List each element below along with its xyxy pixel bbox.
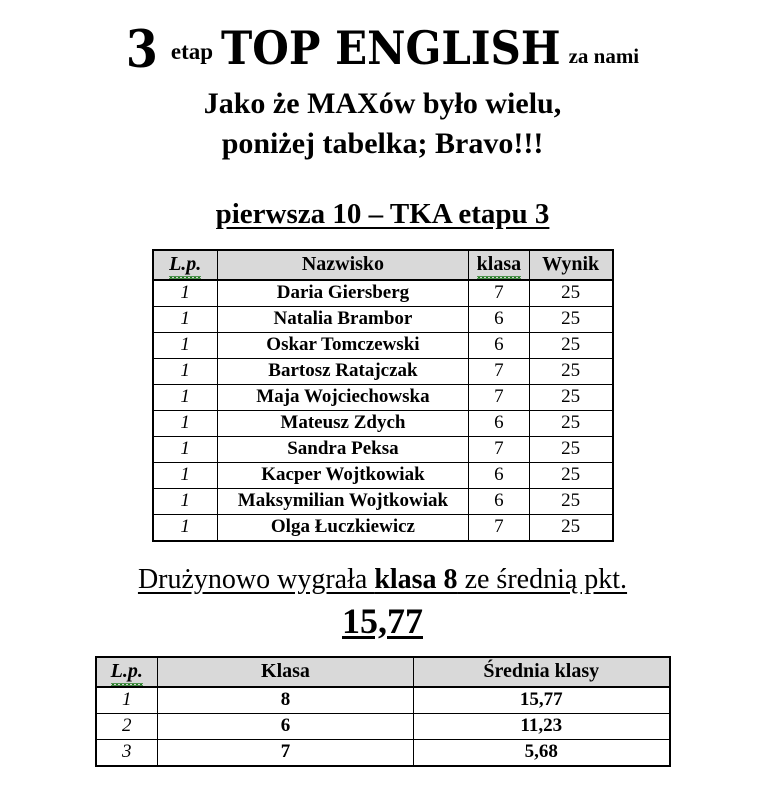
stage-word: etap [170,39,214,64]
lp-header-text: L.p. [169,253,202,280]
top10-table: L.p. Nazwisko klasa Wynik 1 Daria Giersb… [151,248,614,542]
cell-nazwisko: Maja Wojciechowska [216,383,470,411]
class-averages-table-container: L.p. Klasa Średnia klasy 1 8 15,77 2 6 1… [94,655,671,767]
table-row: 1 Bartosz Ratajczak 7 25 [152,357,614,385]
cell-lp: 1 [152,409,218,437]
cell-lp: 3 [95,738,158,767]
table-header-row: L.p. Nazwisko klasa Wynik [152,249,614,281]
cell-lp: 1 [152,487,218,515]
cell-wynik: 25 [528,461,614,489]
cell-wynik: 25 [528,487,614,515]
subtitle-line-2: poniżej tabelka; Bravo!!! [221,126,544,160]
table-row: 1 8 15,77 [95,686,671,714]
cell-wynik: 25 [528,383,614,411]
team-average-text: 15,77 [342,600,423,641]
cell-klasa: 6 [468,409,530,437]
cell-lp: 1 [152,435,218,463]
cell-lp: 1 [152,305,218,333]
cell-klasa: 6 [468,305,530,333]
table-row: 1 Natalia Brambor 6 25 [152,305,614,333]
cell-srednia: 15,77 [412,686,671,714]
table-row: 1 Maksymilian Wojtkowiak 6 25 [152,487,614,515]
lp-header-text: L.p. [110,660,144,687]
cell-nazwisko: Sandra Peksa [216,435,470,463]
column-header-lp: L.p. [152,249,218,281]
cell-klasa: 7 [468,513,530,542]
table-row: 2 6 11,23 [95,712,671,740]
title-tail: za nami [568,44,640,68]
table-row: 3 7 5,68 [95,738,671,767]
event-name: TOP ENGLISH [221,22,561,75]
cell-lp: 1 [152,331,218,359]
cell-wynik: 25 [528,305,614,333]
cell-wynik: 25 [528,331,614,359]
table-row: 1 Sandra Peksa 7 25 [152,435,614,463]
column-header-klasa: klasa [468,249,530,281]
cell-klasa: 7 [156,738,414,767]
cell-wynik: 25 [528,409,614,437]
table-row: 1 Olga Łuczkiewicz 7 25 [152,513,614,542]
cell-nazwisko: Bartosz Ratajczak [216,357,470,385]
cell-nazwisko: Natalia Brambor [216,305,470,333]
cell-lp: 1 [152,357,218,385]
class-averages-table: L.p. Klasa Średnia klasy 1 8 15,77 2 6 1… [94,655,671,767]
top10-table-container: L.p. Nazwisko klasa Wynik 1 Daria Giersb… [151,248,614,542]
column-header-lp: L.p. [95,656,158,688]
cell-srednia: 5,68 [412,738,671,767]
cell-nazwisko: Kacper Wojtkowiak [216,461,470,489]
cell-nazwisko: Olga Łuczkiewicz [216,513,470,542]
cell-nazwisko: Daria Giersberg [216,279,470,307]
table-header-row: L.p. Klasa Średnia klasy [95,656,671,688]
table-row: 1 Oskar Tomczewski 6 25 [152,331,614,359]
cell-lp: 1 [152,383,218,411]
team-average-value: 15,77 [0,600,765,642]
table-row: 1 Maja Wojciechowska 7 25 [152,383,614,411]
cell-klasa: 7 [468,435,530,463]
column-header-srednia-klasy: Średnia klasy [412,656,671,688]
cell-srednia: 11,23 [412,712,671,740]
cell-nazwisko: Maksymilian Wojtkowiak [216,487,470,515]
cell-klasa: 7 [468,383,530,411]
team-result-suffix: ze średnią pkt. [457,563,628,595]
column-header-nazwisko: Nazwisko [216,249,470,281]
cell-wynik: 25 [528,513,614,542]
top10-heading-text: pierwsza 10 – TKA etapu 3 [215,197,550,230]
cell-lp: 1 [152,461,218,489]
stage-number: 3 [125,18,158,80]
column-header-klasa: Klasa [156,656,414,688]
cell-klasa: 7 [468,279,530,307]
team-result-winner: klasa 8 [374,563,458,595]
cell-lp: 1 [152,279,218,307]
top10-table-body: 1 Daria Giersberg 7 25 1 Natalia Brambor… [152,279,614,542]
cell-klasa: 7 [468,357,530,385]
class-averages-table-body: 1 8 15,77 2 6 11,23 3 7 5,68 [95,686,671,767]
subtitle-line-1: Jako że MAXów było wielu, [203,87,562,120]
cell-lp: 1 [95,686,158,714]
top10-heading: pierwsza 10 – TKA etapu 3 [0,198,765,231]
table-row: 1 Daria Giersberg 7 25 [152,279,614,307]
cell-lp: 1 [152,513,218,542]
cell-klasa: 8 [156,686,414,714]
cell-wynik: 25 [528,357,614,385]
table-row: 1 Kacper Wojtkowiak 6 25 [152,461,614,489]
team-result-line: Drużynowo wygrała klasa 8 ze średnią pkt… [0,564,765,596]
cell-klasa: 6 [468,331,530,359]
table-row: 1 Mateusz Zdych 6 25 [152,409,614,437]
cell-klasa: 6 [156,712,414,740]
cell-wynik: 25 [528,279,614,307]
cell-klasa: 6 [468,461,530,489]
team-result-prefix: Drużynowo wygrała [137,563,375,595]
column-header-wynik: Wynik [528,249,614,281]
cell-nazwisko: Oskar Tomczewski [216,331,470,359]
cell-nazwisko: Mateusz Zdych [216,409,470,437]
page-title: 3 etap TOP ENGLISH za nami [0,18,765,80]
cell-klasa: 6 [468,487,530,515]
cell-wynik: 25 [528,435,614,463]
klasa-header-text: klasa [476,253,522,280]
cell-lp: 2 [95,712,158,740]
